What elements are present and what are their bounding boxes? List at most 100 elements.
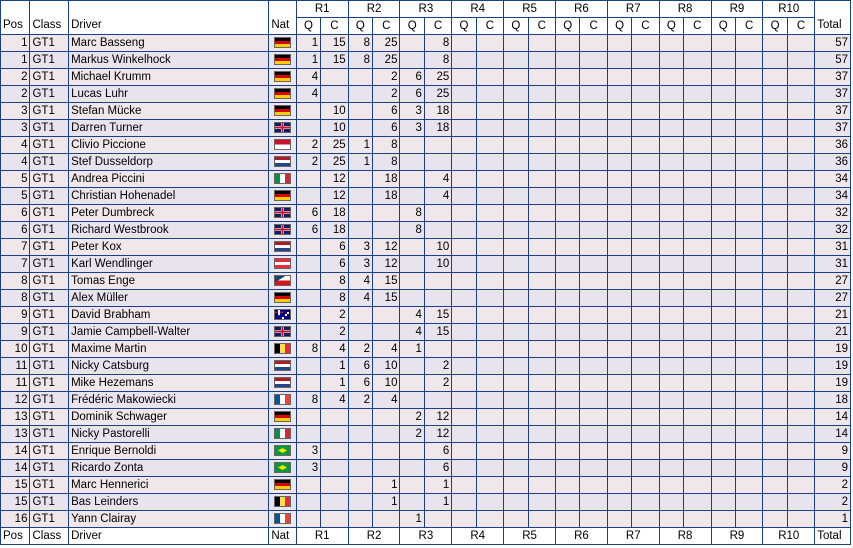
qualifying-points-cell bbox=[762, 187, 788, 205]
championship-points-cell bbox=[527, 306, 557, 324]
qualifying-points-cell bbox=[451, 408, 477, 426]
qualifying-points-cell bbox=[399, 289, 425, 307]
championship-points-cell: 2 bbox=[320, 323, 349, 341]
championship-points-cell bbox=[734, 238, 764, 256]
qualifying-points-cell bbox=[451, 272, 477, 290]
championship-points-cell bbox=[579, 272, 608, 290]
qualifying-points-cell bbox=[503, 374, 529, 392]
championship-points-cell: 10 bbox=[372, 357, 401, 375]
qualifying-points-cell bbox=[606, 255, 633, 273]
qualifying-points-cell bbox=[451, 255, 477, 273]
qualifying-points-cell bbox=[503, 68, 529, 86]
qualifying-points-cell bbox=[295, 323, 322, 341]
qualifying-points-cell bbox=[658, 442, 685, 460]
table-row: 1 GT1 Marc Basseng 1 15 8 25 8 57 bbox=[0, 34, 851, 52]
total-cell: 57 bbox=[814, 51, 851, 69]
championship-points-cell bbox=[423, 204, 453, 222]
championship-points-cell bbox=[527, 272, 557, 290]
pos-cell: 12 bbox=[0, 391, 31, 409]
championship-points-cell bbox=[734, 34, 764, 52]
qualifying-points-cell bbox=[399, 391, 425, 409]
driver-cell: Bas Leinders bbox=[68, 493, 270, 511]
championship-points-cell bbox=[734, 493, 764, 511]
nat-cell bbox=[268, 153, 297, 171]
qualifying-points-cell bbox=[710, 272, 736, 290]
qualifying-points-cell bbox=[762, 170, 788, 188]
qualifying-points-cell bbox=[554, 85, 581, 103]
class-cell: GT1 bbox=[29, 323, 70, 341]
class-cell: GT1 bbox=[29, 425, 70, 443]
qualifying-points-cell bbox=[554, 136, 581, 154]
championship-points-cell bbox=[786, 442, 816, 460]
championship-points-cell bbox=[683, 153, 712, 171]
championship-points-cell bbox=[683, 459, 712, 477]
qualifying-points-cell bbox=[399, 476, 425, 494]
championship-points-cell bbox=[527, 340, 557, 358]
championship-points-cell: 12 bbox=[372, 255, 401, 273]
qualifying-points-cell bbox=[710, 204, 736, 222]
championship-points-cell bbox=[734, 170, 764, 188]
qualifying-points-cell: 4 bbox=[295, 85, 322, 103]
qualifying-points-cell bbox=[658, 493, 685, 511]
championship-points-cell bbox=[527, 289, 557, 307]
championship-points-cell bbox=[786, 425, 816, 443]
nat-cell bbox=[268, 476, 297, 494]
flag-it-icon bbox=[274, 427, 292, 439]
qualifying-points-cell bbox=[347, 425, 374, 443]
championship-points-cell bbox=[683, 204, 712, 222]
qualifying-points-cell bbox=[606, 85, 633, 103]
class-cell: GT1 bbox=[29, 170, 70, 188]
championship-points-cell bbox=[579, 51, 608, 69]
table-row: 16 GT1 Yann Clairay 1 1 bbox=[0, 510, 851, 528]
championship-points-cell bbox=[372, 459, 401, 477]
qualifying-points-cell bbox=[606, 119, 633, 137]
table-row: 15 GT1 Marc Hennerici 1 1 2 bbox=[0, 476, 851, 494]
qualifying-points-cell bbox=[762, 221, 788, 239]
total-cell: 31 bbox=[814, 255, 851, 273]
qualifying-header: Q bbox=[295, 17, 322, 35]
qualifying-points-cell bbox=[347, 459, 374, 477]
championship-points-cell bbox=[786, 51, 816, 69]
championship-points-cell bbox=[320, 425, 349, 443]
championship-points-cell bbox=[475, 255, 505, 273]
qualifying-points-cell bbox=[710, 425, 736, 443]
championship-header: C bbox=[683, 17, 712, 35]
championship-points-cell: 25 bbox=[372, 51, 401, 69]
championship-points-cell bbox=[527, 153, 557, 171]
qualifying-points-cell bbox=[710, 51, 736, 69]
qualifying-points-cell bbox=[606, 187, 633, 205]
driver-header-spacer bbox=[68, 0, 270, 18]
driver-cell: Alex Müller bbox=[68, 289, 270, 307]
qualifying-points-cell bbox=[554, 289, 581, 307]
championship-header: C bbox=[631, 17, 660, 35]
qualifying-points-cell bbox=[295, 102, 322, 120]
championship-points-cell bbox=[527, 136, 557, 154]
qualifying-points-cell: 3 bbox=[295, 459, 322, 477]
round-header: R3 bbox=[399, 0, 453, 18]
championship-points-cell bbox=[423, 221, 453, 239]
qualifying-points-cell bbox=[606, 51, 633, 69]
round-header: R6 bbox=[555, 0, 608, 18]
qualifying-points-cell bbox=[503, 238, 529, 256]
championship-header: C bbox=[423, 17, 453, 35]
championship-points-cell bbox=[631, 289, 660, 307]
driver-cell: Markus Winkelhock bbox=[68, 51, 270, 69]
championship-points-cell bbox=[734, 340, 764, 358]
championship-points-cell bbox=[579, 476, 608, 494]
nat-cell bbox=[268, 442, 297, 460]
championship-points-cell bbox=[734, 459, 764, 477]
qualifying-points-cell bbox=[554, 119, 581, 137]
championship-points-cell bbox=[786, 136, 816, 154]
championship-points-cell bbox=[786, 408, 816, 426]
qualifying-header: Q bbox=[503, 17, 529, 35]
class-cell: GT1 bbox=[29, 391, 70, 409]
championship-points-cell: 8 bbox=[423, 34, 453, 52]
championship-points-cell bbox=[631, 340, 660, 358]
qualifying-header: Q bbox=[347, 17, 374, 35]
qualifying-points-cell bbox=[710, 306, 736, 324]
qualifying-points-cell bbox=[658, 408, 685, 426]
qualifying-points-cell bbox=[503, 442, 529, 460]
championship-points-cell bbox=[734, 153, 764, 171]
qualifying-points-cell bbox=[503, 425, 529, 443]
championship-points-cell: 15 bbox=[372, 272, 401, 290]
